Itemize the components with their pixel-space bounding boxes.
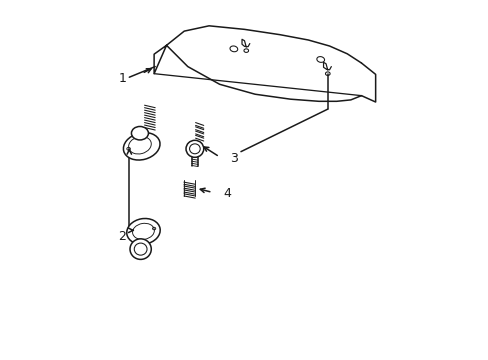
Ellipse shape bbox=[130, 239, 151, 260]
Text: 3: 3 bbox=[230, 152, 238, 165]
Ellipse shape bbox=[126, 219, 160, 244]
Text: 4: 4 bbox=[223, 187, 231, 200]
Text: 1: 1 bbox=[118, 72, 126, 85]
Ellipse shape bbox=[131, 126, 148, 140]
Ellipse shape bbox=[185, 140, 203, 157]
Text: 2: 2 bbox=[118, 230, 126, 243]
Ellipse shape bbox=[123, 132, 160, 160]
